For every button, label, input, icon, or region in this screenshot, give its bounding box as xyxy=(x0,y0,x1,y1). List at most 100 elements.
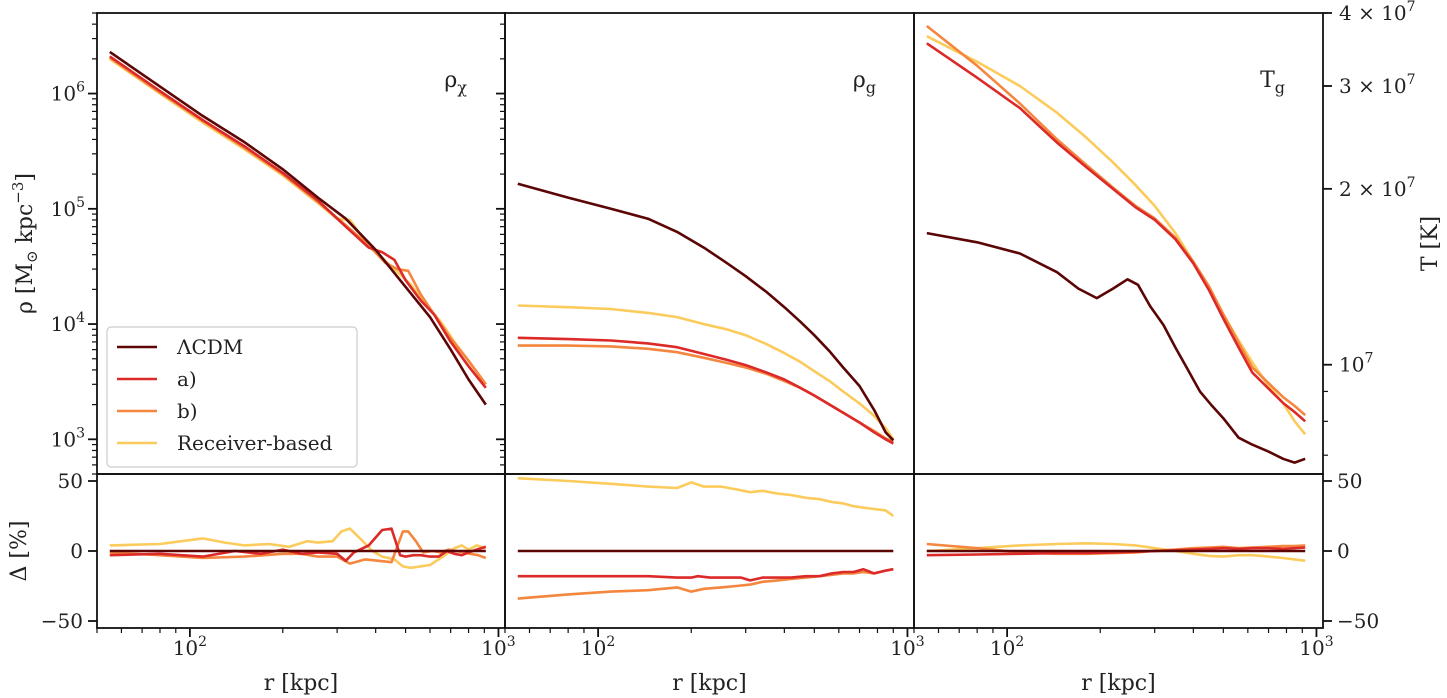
y-tick-mult: 4 × xyxy=(1339,1,1381,25)
y-tick-label-rho-chi: 106 xyxy=(51,80,85,106)
y-tick-exp: 7 xyxy=(1407,72,1416,88)
x-tick-base: 10 xyxy=(890,636,915,660)
panel-rho-g-residual-lines xyxy=(517,476,895,600)
annotation-sub: χ xyxy=(457,78,467,97)
series-recv-rho-g xyxy=(517,304,895,441)
y-axis-label-t-g: T [K] xyxy=(1418,216,1443,271)
y-tick-exp: 5 xyxy=(76,195,85,211)
residual-recv-t-g xyxy=(926,541,1306,563)
y-tick-exp: 7 xyxy=(1407,175,1416,191)
residual-y-tick-label-t-g: −50 xyxy=(1337,609,1379,633)
series-LCDM-t-g xyxy=(926,231,1306,464)
panel-annotation-rho-chi: ρχ xyxy=(444,68,467,97)
ylabel-pre: T [K] xyxy=(1418,216,1443,271)
residual-y-tick-label-rho-chi: 50 xyxy=(58,469,83,493)
panel-annotation-rho-g: ρg xyxy=(853,68,876,97)
series-a-rho-g xyxy=(517,336,894,445)
legend-label-b: b) xyxy=(177,399,198,423)
annotation-base: T xyxy=(1260,68,1275,93)
x-tick-label-rho-g: 102 xyxy=(581,634,615,660)
x-tick-exp: 2 xyxy=(198,634,207,650)
x-tick-exp: 3 xyxy=(507,634,516,650)
y-tick-exp: 4 xyxy=(76,310,85,326)
series-LCDM-rho-g xyxy=(517,182,895,442)
x-tick-exp: 2 xyxy=(1015,634,1024,650)
legend-label-LCDM: ΛCDM xyxy=(176,335,243,359)
y-tick-exp: 3 xyxy=(76,425,85,441)
annotation-base: ρ xyxy=(853,68,866,93)
y-tick-base: 10 xyxy=(1381,74,1406,98)
residual-y-axis-label: Δ [%] xyxy=(7,521,32,582)
ylabel-pre: ρ [M xyxy=(13,263,38,314)
y-tick-base: 10 xyxy=(1339,353,1364,377)
y-tick-label-t-g: 2 × 107 xyxy=(1339,175,1416,201)
x-tick-base: 10 xyxy=(173,636,198,660)
series-a-t-g xyxy=(926,42,1307,423)
y-tick-label-rho-chi: 105 xyxy=(51,195,85,221)
y-tick-exp: 7 xyxy=(1407,0,1416,15)
y-tick-base: 10 xyxy=(1381,1,1406,25)
x-tick-exp: 3 xyxy=(1325,634,1334,650)
y-tick-label-rho-chi: 104 xyxy=(51,310,85,336)
residual-recv-rho-chi xyxy=(109,527,487,570)
y-tick-exp: 6 xyxy=(76,80,85,96)
x-tick-label-rho-chi: 102 xyxy=(173,634,207,660)
ylabel-sup: −3 xyxy=(9,182,27,204)
y-tick-mult: 3 × xyxy=(1339,74,1381,98)
x-axis-label-rho-chi: r [kpc] xyxy=(264,671,338,696)
y-tick-base: 10 xyxy=(51,82,76,106)
residual-y-tick-label-t-g: 0 xyxy=(1337,539,1350,563)
residual-a-rho-g xyxy=(517,567,894,582)
plot-layer xyxy=(109,24,1307,600)
residual-a-rho-chi xyxy=(109,527,487,563)
ylabel-post: ] xyxy=(13,173,38,182)
x-tick-exp: 3 xyxy=(916,634,925,650)
residual-b-rho-g xyxy=(517,567,894,600)
frame-layer xyxy=(88,12,1332,637)
panel-rho-chi-lines xyxy=(109,50,487,406)
panel-annotation-t-g: Tg xyxy=(1260,68,1285,97)
annotation-sub: g xyxy=(866,78,876,97)
y-tick-mult: 2 × xyxy=(1339,177,1381,201)
panel-rho-g-lines xyxy=(517,182,895,445)
ylabel-mid: kpc xyxy=(13,204,38,251)
x-tick-base: 10 xyxy=(1299,636,1324,660)
legend-label-a: a) xyxy=(177,367,197,391)
panel-rho-chi-residual-lines xyxy=(109,527,487,570)
x-axis-label-t-g: r [kpc] xyxy=(1081,671,1155,696)
x-tick-label-t-g: 102 xyxy=(990,634,1024,660)
residual-y-tick-label-rho-chi: −50 xyxy=(41,609,83,633)
panel-t-g-lines xyxy=(925,24,1307,464)
series-LCDM-rho-chi xyxy=(109,50,487,406)
y-tick-base: 10 xyxy=(51,312,76,336)
x-tick-label-t-g: 103 xyxy=(1299,634,1333,660)
x-tick-base: 10 xyxy=(481,636,506,660)
y-tick-base: 10 xyxy=(51,427,76,451)
legend-box xyxy=(106,326,358,468)
y-tick-label-t-g: 4 × 107 xyxy=(1339,0,1416,25)
annotation-base: ρ xyxy=(444,68,457,93)
y-tick-base: 10 xyxy=(51,197,76,221)
legend-label-recv: Receiver-based xyxy=(177,431,333,455)
residual-y-tick-label-rho-chi: 0 xyxy=(70,539,83,563)
x-tick-base: 10 xyxy=(990,636,1015,660)
residual-recv-rho-g xyxy=(517,476,895,518)
ylabel-sun: ⊙ xyxy=(23,250,41,263)
y-tick-base: 10 xyxy=(1381,177,1406,201)
x-axis-label-rho-g: r [kpc] xyxy=(672,671,746,696)
x-tick-label-rho-chi: 103 xyxy=(481,634,515,660)
panel-t-g-residual-lines xyxy=(926,541,1306,563)
x-tick-base: 10 xyxy=(581,636,606,660)
x-tick-exp: 2 xyxy=(606,634,615,650)
residual-b-rho-chi xyxy=(109,530,487,565)
residual-y-tick-label-t-g: 50 xyxy=(1337,469,1362,493)
annotation-sub: g xyxy=(1275,78,1285,97)
x-tick-label-rho-g: 103 xyxy=(890,634,924,660)
series-recv-t-g xyxy=(926,35,1307,436)
y-tick-label-t-g: 3 × 107 xyxy=(1339,72,1416,98)
y-tick-label-t-g: 107 xyxy=(1339,351,1373,377)
legend: ΛCDM a) b) Receiver-based xyxy=(106,326,358,468)
y-tick-label-rho-chi: 103 xyxy=(51,425,85,451)
